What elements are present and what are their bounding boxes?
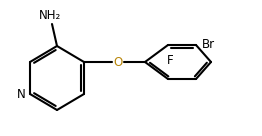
Text: N: N <box>17 87 26 101</box>
Text: NH₂: NH₂ <box>39 9 61 22</box>
Text: O: O <box>113 55 123 69</box>
Text: Br: Br <box>202 38 215 52</box>
Text: F: F <box>167 54 173 67</box>
